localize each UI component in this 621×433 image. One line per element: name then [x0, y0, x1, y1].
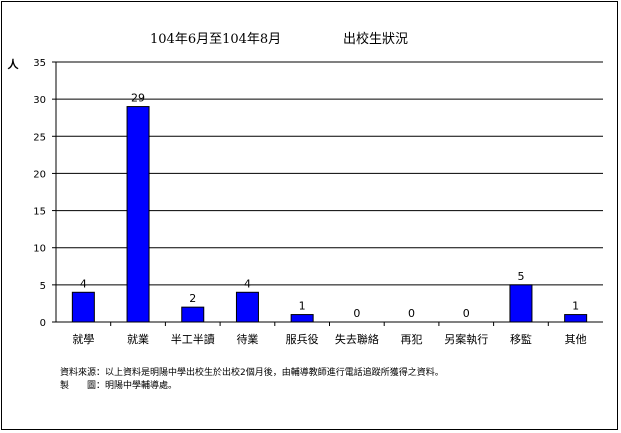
y-tick-label: 25: [33, 132, 46, 143]
bar: [509, 284, 533, 323]
category-label: 服兵役: [286, 332, 319, 346]
bar: [235, 291, 259, 323]
data-label: 2: [189, 292, 196, 305]
y-tick-label: 10: [33, 244, 46, 255]
chart-maker-note: 製 圖：明陽中學輔導處。: [60, 381, 178, 391]
y-tick-label: 5: [40, 281, 46, 292]
y-tick-label: 30: [33, 95, 46, 106]
y-tick-label: 15: [33, 207, 46, 218]
y-axis-label: 人: [8, 57, 20, 71]
category-label: 待業: [236, 332, 258, 346]
category-label: 其他: [565, 333, 587, 346]
category-label: 再犯: [401, 333, 423, 346]
y-tick-label: 20: [33, 169, 46, 180]
data-label: 4: [244, 277, 251, 290]
category-label: 另案執行: [444, 332, 488, 346]
data-label: 1: [299, 300, 306, 313]
bar: [126, 106, 150, 323]
bar: [290, 314, 314, 323]
bar: [181, 306, 205, 323]
data-label: 0: [463, 307, 470, 320]
data-label: 0: [408, 307, 415, 320]
category-label: 半工半讀: [171, 332, 215, 346]
data-label: 29: [131, 92, 145, 105]
data-label: 1: [572, 300, 579, 313]
category-label: 失去聯絡: [335, 332, 379, 346]
category-label: 就業: [127, 332, 149, 346]
data-label: 4: [80, 277, 87, 290]
category-label: 就學: [72, 332, 94, 346]
data-label: 5: [517, 270, 524, 283]
chart-title: 104年6月至104年8月: [150, 32, 282, 47]
data-label: 0: [353, 307, 360, 320]
chart-subtitle: 出校生狀況: [343, 32, 409, 47]
category-label: 移監: [510, 332, 532, 346]
bar: [564, 314, 588, 323]
bar: [71, 291, 95, 323]
data-source-note: 資料來源：以上資料是明陽中學出校生於出校2個月後，由輔導教師進行電話追蹤所獲得之…: [60, 368, 444, 378]
y-tick-label: 35: [33, 58, 46, 69]
y-tick-label: 0: [40, 318, 46, 329]
